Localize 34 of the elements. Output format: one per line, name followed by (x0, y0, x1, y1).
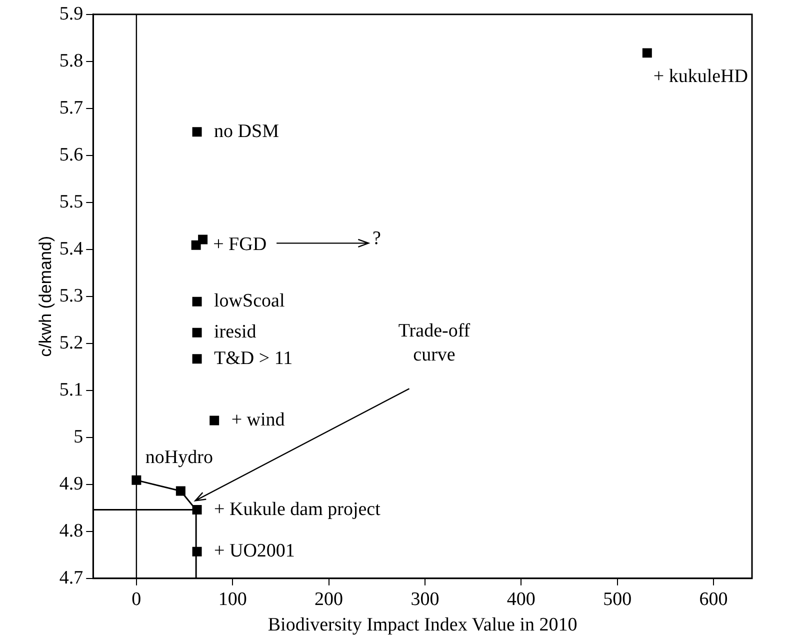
y-tick-label: 4.9 (59, 473, 84, 494)
x-axis-title: Biodiversity Impact Index Value in 2010 (268, 614, 578, 636)
x-tick-label: 200 (314, 588, 344, 610)
annotation: + wind (231, 409, 286, 430)
y-axis-title: c/kwh (demand) (36, 236, 55, 357)
y-tick-label: 5.9 (59, 3, 84, 24)
x-tick-label: 400 (506, 588, 536, 610)
y-tick-label: 5 (74, 426, 84, 448)
annotation: lowScoal (214, 290, 285, 312)
annotation: no DSM (214, 120, 280, 142)
y-tick-label: 5.4 (59, 238, 84, 260)
y-tick-label: 4.7 (59, 567, 84, 588)
annotation: + UO2001 (214, 540, 295, 562)
annotation: + FGD (213, 234, 267, 256)
x-tick-label: 300 (410, 588, 440, 610)
x-tick-label: 500 (603, 588, 632, 610)
y-tick-label: 5.5 (59, 191, 84, 212)
annotation: Trade-off curve (398, 320, 471, 366)
annotation: ? (372, 228, 381, 250)
x-tick-label: 0 (132, 588, 142, 610)
x-tick-label: 600 (699, 588, 728, 610)
annotation: T&D > 11 (214, 348, 293, 369)
x-tick-label: 100 (218, 588, 247, 610)
y-tick-label: 5.1 (59, 379, 84, 400)
y-tick-label: 5.6 (59, 144, 84, 166)
y-tick-label: 5.3 (59, 285, 84, 306)
annotation: iresid (214, 322, 257, 343)
y-tick-label: 5.7 (59, 97, 84, 118)
y-tick-label: 5.8 (59, 50, 84, 72)
annotation: + kukuleHD (653, 66, 748, 87)
y-tick-label: 4.8 (59, 520, 84, 542)
y-tick-label: 5.2 (59, 332, 84, 354)
annotation: + Kukule dam project (214, 498, 382, 520)
annotation: noHydro (145, 447, 213, 468)
